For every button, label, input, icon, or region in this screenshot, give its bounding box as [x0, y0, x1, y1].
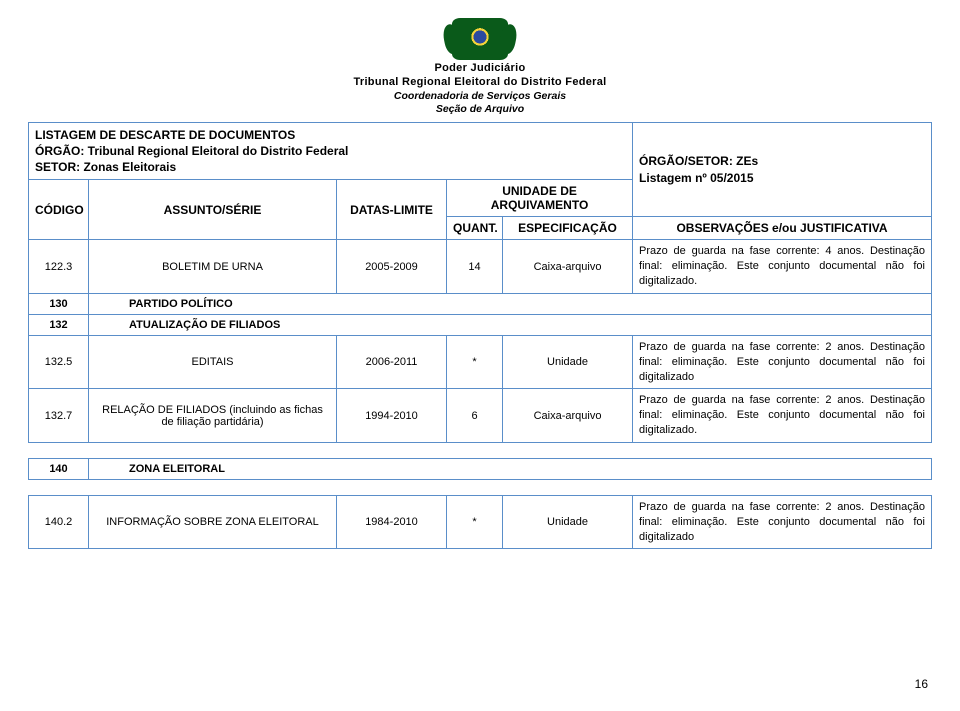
table-row: 132.5EDITAIS2006-2011*UnidadePrazo de gu…: [29, 335, 932, 389]
page-number: 16: [915, 677, 928, 691]
cell-obs: Prazo de guarda na fase corrente: 2 anos…: [633, 389, 932, 443]
cell-quant: 14: [447, 240, 503, 294]
cell-codigo: 122.3: [29, 240, 89, 294]
table-row: 140.2INFORMAÇÃO SOBRE ZONA ELEITORAL1984…: [29, 495, 932, 549]
cell-quant: *: [447, 335, 503, 389]
cell-obs: Prazo de guarda na fase corrente: 4 anos…: [633, 240, 932, 294]
col-quant-header: QUANT.: [447, 217, 503, 240]
cell-assunto: PARTIDO POLÍTICO: [89, 293, 932, 314]
spacer-row: [29, 479, 932, 495]
spacer-row: [29, 442, 932, 458]
section-row: 140ZONA ELEITORAL: [29, 458, 932, 479]
title-right-l2: Listagem nº 05/2015: [639, 170, 925, 186]
cell-espec: Caixa-arquivo: [503, 389, 633, 443]
cell-obs: Prazo de guarda na fase corrente: 2 anos…: [633, 335, 932, 389]
letterhead-line-4: Seção de Arquivo: [28, 103, 932, 116]
cell-codigo: 132.7: [29, 389, 89, 443]
table-row: 132.7RELAÇÃO DE FILIADOS (incluindo as f…: [29, 389, 932, 443]
cell-codigo: 140: [29, 458, 89, 479]
cell-assunto: RELAÇÃO DE FILIADOS (incluindo as fichas…: [89, 389, 337, 443]
cell-codigo: 130: [29, 293, 89, 314]
document-page: Poder Judiciário Tribunal Regional Eleit…: [0, 0, 960, 549]
cell-assunto: ATUALIZAÇÃO DE FILIADOS: [89, 314, 932, 335]
title-left-l1: LISTAGEM DE DESCARTE DE DOCUMENTOS: [35, 127, 626, 143]
cell-assunto: BOLETIM DE URNA: [89, 240, 337, 294]
cell-quant: 6: [447, 389, 503, 443]
title-left-l3: SETOR: Zonas Eleitorais: [35, 159, 626, 175]
title-right: ÓRGÃO/SETOR: ZEs Listagem nº 05/2015: [633, 122, 932, 217]
table-body: 122.3BOLETIM DE URNA2005-200914Caixa-arq…: [29, 240, 932, 549]
col-assunto-header: ASSUNTO/SÉRIE: [89, 180, 337, 240]
coat-of-arms-icon: [452, 18, 508, 60]
col-codigo-header: CÓDIGO: [29, 180, 89, 240]
cell-codigo: 132.5: [29, 335, 89, 389]
cell-espec: Unidade: [503, 495, 633, 549]
main-table: LISTAGEM DE DESCARTE DE DOCUMENTOS ÓRGÃO…: [28, 122, 932, 550]
cell-datas: 2005-2009: [337, 240, 447, 294]
letterhead-line-2: Tribunal Regional Eleitoral do Distrito …: [28, 76, 932, 90]
col-unidade-header: UNIDADE DE ARQUIVAMENTO: [447, 180, 633, 217]
cell-codigo: 132: [29, 314, 89, 335]
cell-assunto: INFORMAÇÃO SOBRE ZONA ELEITORAL: [89, 495, 337, 549]
cell-datas: 1984-2010: [337, 495, 447, 549]
table-row: 122.3BOLETIM DE URNA2005-200914Caixa-arq…: [29, 240, 932, 294]
cell-datas: 2006-2011: [337, 335, 447, 389]
col-espec-header: ESPECIFICAÇÃO: [503, 217, 633, 240]
title-left: LISTAGEM DE DESCARTE DE DOCUMENTOS ÓRGÃO…: [29, 122, 633, 180]
col-obs-header: OBSERVAÇÕES e/ou JUSTIFICATIVA: [633, 217, 932, 240]
cell-quant: *: [447, 495, 503, 549]
letterhead: Poder Judiciário Tribunal Regional Eleit…: [28, 62, 932, 116]
cell-obs: Prazo de guarda na fase corrente: 2 anos…: [633, 495, 932, 549]
section-row: 132ATUALIZAÇÃO DE FILIADOS: [29, 314, 932, 335]
cell-espec: Unidade: [503, 335, 633, 389]
col-datas-header: DATAS-LIMITE: [337, 180, 447, 240]
letterhead-line-3: Coordenadoria de Serviços Gerais: [28, 90, 932, 103]
cell-codigo: 140.2: [29, 495, 89, 549]
title-row: LISTAGEM DE DESCARTE DE DOCUMENTOS ÓRGÃO…: [29, 122, 932, 180]
letterhead-line-1: Poder Judiciário: [28, 62, 932, 76]
cell-datas: 1994-2010: [337, 389, 447, 443]
section-row: 130PARTIDO POLÍTICO: [29, 293, 932, 314]
cell-assunto: EDITAIS: [89, 335, 337, 389]
title-right-l1: ÓRGÃO/SETOR: ZEs: [639, 153, 925, 169]
title-left-l2: ÓRGÃO: Tribunal Regional Eleitoral do Di…: [35, 143, 626, 159]
cell-espec: Caixa-arquivo: [503, 240, 633, 294]
cell-assunto: ZONA ELEITORAL: [89, 458, 932, 479]
